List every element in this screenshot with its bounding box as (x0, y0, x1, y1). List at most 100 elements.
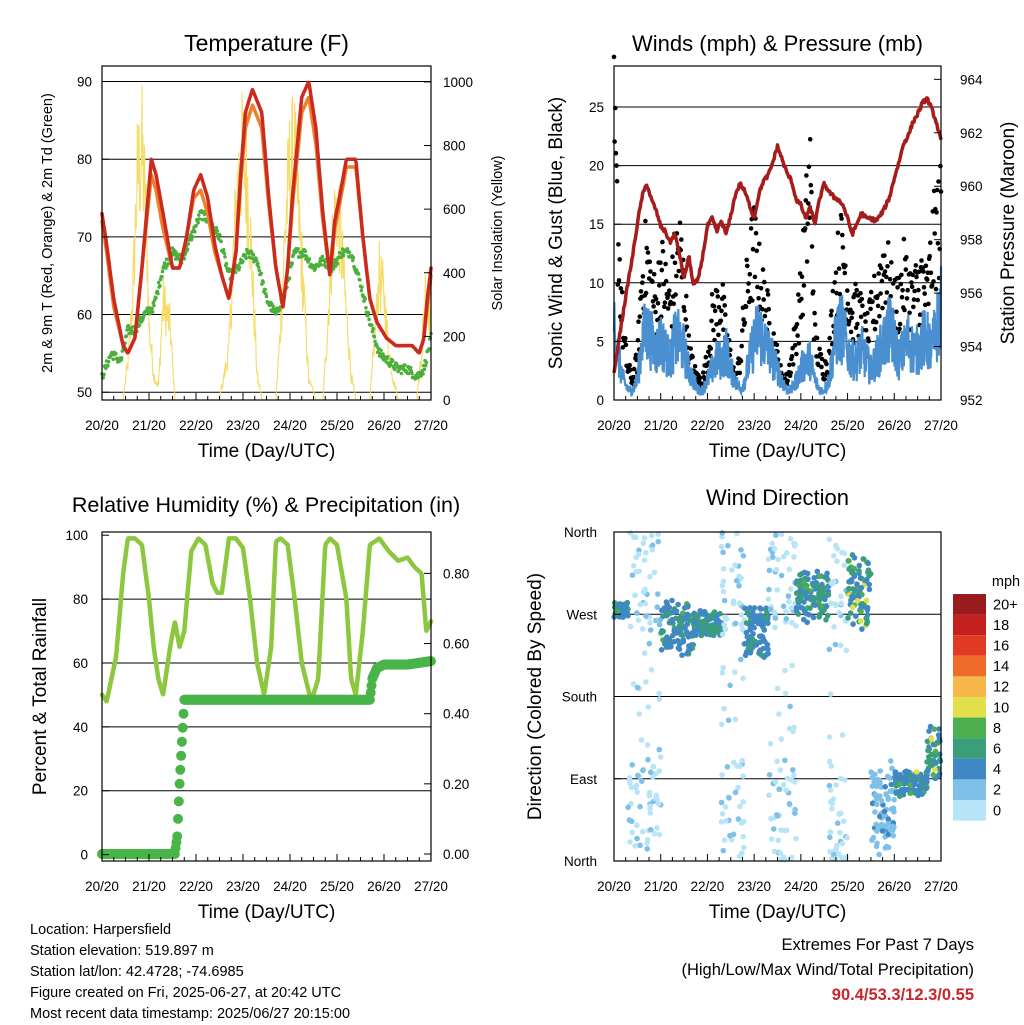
direction-point (673, 615, 679, 622)
gust-point (709, 318, 714, 324)
direction-point (870, 834, 877, 841)
legend-swatch (953, 676, 986, 697)
x-tick-label: 23/20 (226, 879, 260, 894)
gust-point (913, 263, 919, 268)
dewpoint-point (264, 294, 269, 299)
direction-point (782, 667, 788, 674)
dewpoint-point (197, 217, 202, 221)
direction-point (789, 662, 795, 669)
direction-point (774, 813, 781, 819)
y2-tick-label: 964 (960, 72, 983, 87)
direction-point (684, 611, 691, 618)
legend-label: 12 (993, 680, 1009, 696)
direction-point (780, 603, 787, 610)
direction-point (716, 620, 723, 627)
direction-point (727, 682, 733, 689)
gust-point (870, 299, 875, 304)
gust-point (757, 241, 762, 247)
direction-point (658, 647, 665, 653)
dewpoint-point (150, 306, 154, 311)
direction-point (763, 614, 769, 621)
dewpoint-point (351, 255, 356, 260)
direction-point (748, 625, 755, 631)
gust-point (904, 296, 910, 301)
direction-point (857, 575, 864, 581)
station-info: Location: Harpersfield Station elevation… (30, 920, 350, 1025)
direction-point (656, 690, 662, 697)
direction-point (753, 642, 760, 648)
legend-swatch (953, 717, 986, 739)
dewpoint-point (402, 363, 407, 367)
y2-tick-label: 600 (443, 202, 466, 217)
direction-point (807, 605, 813, 611)
direction-point (629, 572, 636, 578)
gust-point (762, 313, 768, 319)
direction-point (923, 785, 930, 792)
dewpoint-point (370, 323, 374, 328)
temp-2m-series (100, 80, 433, 355)
gust-point (888, 294, 893, 299)
gust-point (683, 317, 688, 322)
gust-point (644, 245, 649, 251)
precip-point (177, 722, 188, 733)
direction-point (878, 798, 885, 804)
dewpoint-point (287, 276, 292, 281)
direction-point (801, 616, 807, 623)
dewpoint-point (241, 259, 245, 264)
gust-point (822, 377, 827, 382)
gust-point (875, 293, 880, 299)
gust-point (660, 249, 666, 254)
direction-point (849, 593, 855, 600)
gust-point (662, 300, 668, 305)
gust-point (788, 370, 793, 376)
gust-point (711, 304, 717, 309)
gust-point (919, 258, 924, 263)
x-tick-label: 26/20 (877, 418, 911, 433)
direction-point (845, 615, 851, 621)
direction-point (778, 572, 785, 579)
direction-point (663, 636, 669, 642)
direction-point (721, 705, 727, 712)
direction-point (914, 787, 921, 794)
dewpoint-point (137, 323, 142, 327)
dewpoint-point (333, 264, 338, 268)
gust-point (819, 356, 825, 362)
direction-point (663, 599, 670, 605)
direction-point (718, 819, 725, 825)
direction-point (738, 656, 744, 663)
gust-point (617, 257, 622, 262)
gust-point (673, 292, 678, 297)
gust-point (720, 282, 726, 287)
gust-point (712, 308, 718, 314)
direction-point (681, 605, 688, 611)
direction-point (656, 621, 663, 628)
dewpoint-point (191, 235, 195, 239)
direction-point (622, 606, 628, 613)
direction-point (658, 629, 665, 636)
direction-point (738, 575, 744, 581)
direction-point (787, 703, 793, 710)
gust-point (682, 308, 687, 314)
gust-point (663, 278, 669, 284)
gust-point (676, 268, 682, 274)
precip-point (176, 750, 187, 761)
gust-point (801, 283, 807, 288)
direction-point (874, 779, 880, 786)
gust-point (909, 280, 914, 285)
gust-point (611, 54, 617, 60)
direction-point (765, 596, 772, 602)
dewpoint-point (358, 278, 362, 282)
dewpoint-point (218, 233, 222, 237)
y-tick-label: 50 (77, 385, 92, 400)
gust-point (633, 352, 639, 358)
gust-point (623, 336, 628, 341)
gust-point (866, 338, 871, 344)
gust-point (914, 274, 919, 280)
direction-point (652, 796, 659, 802)
gust-point (854, 287, 859, 293)
direction-point (790, 767, 796, 773)
x-axis-label: Time (Day/UTC) (709, 902, 847, 923)
direction-point (647, 803, 653, 809)
gust-point (865, 310, 870, 316)
direction-point (648, 667, 655, 673)
